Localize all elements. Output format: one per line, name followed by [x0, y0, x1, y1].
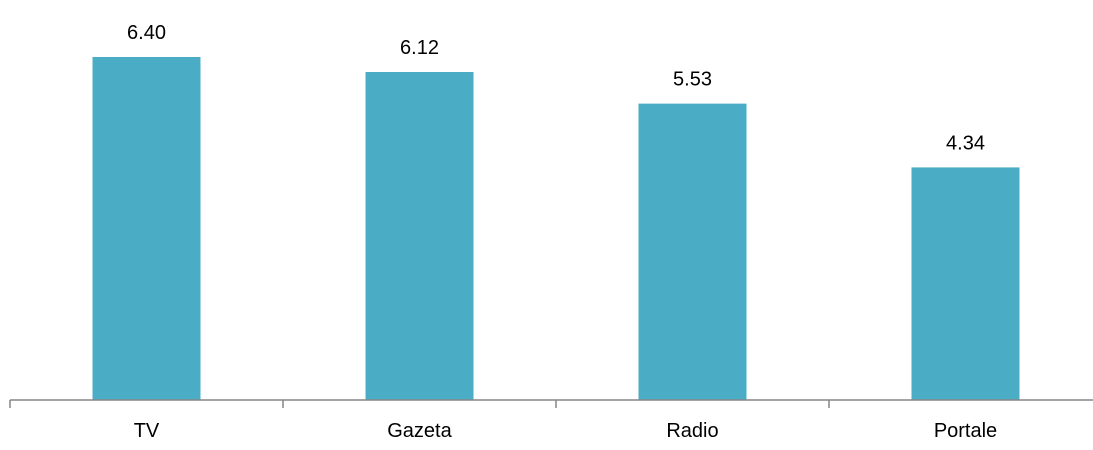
data-label-radio: 5.53	[673, 69, 712, 91]
bar-gazeta	[365, 72, 474, 400]
category-label-radio: Radio	[666, 420, 718, 442]
labels-layer: 6.40 TV 6.12 Gazeta 5.53 Radio 4.34 Portale	[127, 22, 997, 442]
bar-portale	[911, 167, 1020, 400]
category-label-portale: Portale	[934, 420, 997, 442]
data-label-gazeta: 6.12	[400, 37, 439, 59]
data-label-portale: 4.34	[946, 132, 985, 154]
bars-layer	[92, 57, 1020, 401]
category-label-tv: TV	[134, 420, 160, 442]
bar-radio	[638, 103, 747, 401]
category-label-gazeta: Gazeta	[387, 420, 452, 442]
bar-tv	[92, 57, 201, 400]
data-label-tv: 6.40	[127, 22, 166, 44]
x-axis-ticks	[9, 400, 830, 408]
